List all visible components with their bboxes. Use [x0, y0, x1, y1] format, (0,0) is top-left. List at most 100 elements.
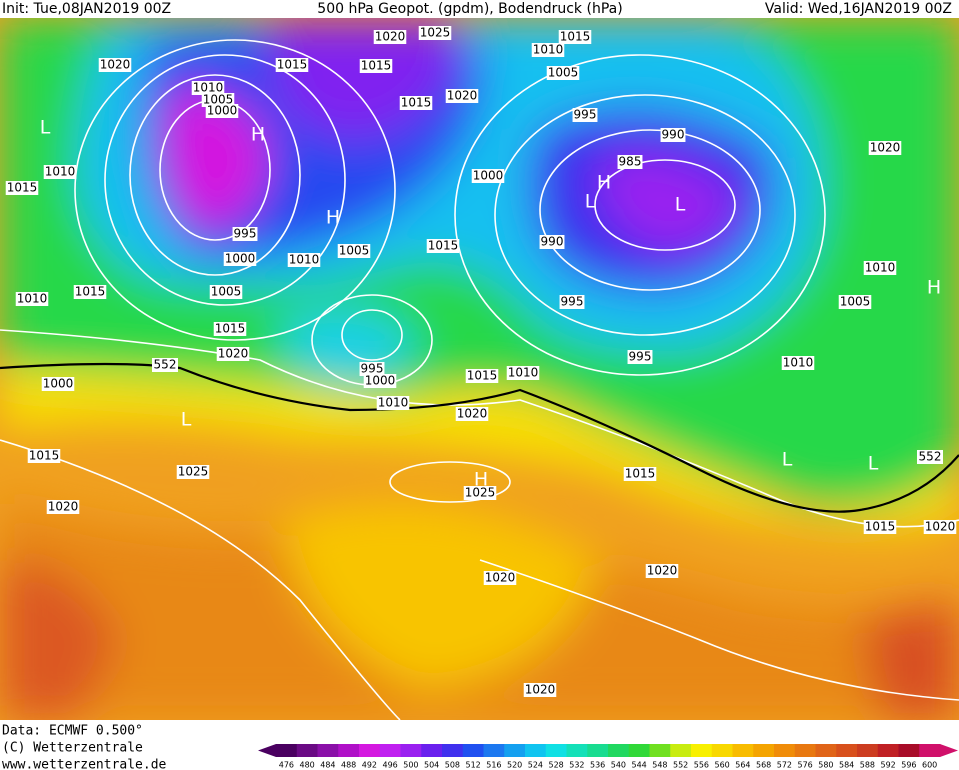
colorbar-label: 488	[341, 761, 356, 770]
colorbar-swatch	[794, 744, 816, 757]
colorbar-swatch	[525, 744, 547, 757]
colorbar: 476 480 484 488 492 496 500 504 508 512 516 520 524 5…	[258, 744, 958, 770]
isobar-label: 1020	[485, 571, 516, 585]
colorbar-label: 568	[756, 761, 771, 770]
isobar-label: 1020	[525, 683, 556, 697]
isobar-label-bg	[463, 486, 497, 500]
colorbar-swatch	[504, 744, 526, 757]
isobar-label-bg	[781, 356, 815, 370]
isobar-label-bg	[5, 181, 39, 195]
colorbar-label: 588	[860, 761, 875, 770]
isobar-label-bg	[201, 93, 235, 107]
isobar-label: 1015	[625, 467, 656, 481]
isobar-label-bg	[287, 253, 321, 267]
pressure-center: L	[40, 117, 51, 139]
colorbar-label: 536	[590, 761, 605, 770]
isobar-label: 1005	[548, 66, 579, 80]
isobar-label-bg	[863, 520, 897, 534]
init-time: Init: Tue,08JAN2019 00Z	[2, 1, 171, 17]
isobar-label: 1020	[48, 500, 79, 514]
colorbar-label: 580	[818, 761, 833, 770]
isobar-label-bg	[418, 26, 452, 40]
isobar-label: 1010	[193, 81, 224, 95]
isobar-label-bg	[15, 292, 49, 306]
isobar-label-bg	[483, 571, 517, 585]
isobar-label-bg	[572, 108, 598, 122]
isobar-label-bg	[359, 362, 385, 376]
isobar-label: 1020	[647, 564, 678, 578]
isobar-label-bg	[27, 449, 61, 463]
isobar-label: 1010	[45, 165, 76, 179]
colorbar-end-right	[940, 744, 958, 757]
isobar-label: 1015	[215, 322, 246, 336]
colorbar-label: 512	[465, 761, 480, 770]
colorbar-swatch	[276, 744, 298, 757]
labels: 1020 1020 1025 1015 1015 1015 1020 1015 1010 1005…	[5, 26, 957, 697]
isobar-label-bg	[176, 465, 210, 479]
colorbar-swatch	[898, 744, 920, 757]
isobar-label-bg	[923, 520, 957, 534]
isobar-label-bg	[337, 244, 371, 258]
isobar-label: 1015	[75, 285, 106, 299]
colorbar-label: 476	[279, 761, 294, 770]
isobar-label-bg	[546, 66, 580, 80]
isobar-label-bg	[363, 374, 397, 388]
isobar-label-bg	[43, 165, 77, 179]
isobar-label: 1015	[865, 520, 896, 534]
isobar-label: 1000	[365, 374, 396, 388]
isobar-label-bg	[46, 500, 80, 514]
isobar-label: 1025	[420, 26, 451, 40]
isobar-label: 1025	[178, 465, 209, 479]
isobar-label-bg	[660, 128, 686, 142]
pressure-center: H	[326, 207, 340, 229]
isobar-label-bg	[73, 285, 107, 299]
colorbar-label: 500	[403, 761, 418, 770]
colorbar-swatch	[670, 744, 692, 757]
colorbar-label: 496	[382, 761, 397, 770]
colorbar-label: 552	[673, 761, 688, 770]
colorbar-label: 584	[839, 761, 854, 770]
colorbar-swatch	[296, 744, 318, 757]
colorbar-swatch	[545, 744, 567, 757]
isobar-label-bg	[445, 89, 479, 103]
isobar-label-bg	[216, 347, 250, 361]
colorbar-swatch	[587, 744, 609, 757]
data-source: Data: ECMWF 0.500°	[2, 724, 143, 739]
isobar-label-bg	[426, 239, 460, 253]
colorbar-swatch	[359, 744, 381, 757]
colorbar-label: 540	[611, 761, 626, 770]
geopotential-label-bg	[152, 358, 178, 372]
colorbar-swatch	[566, 744, 588, 757]
isobar-label-bg	[191, 81, 225, 95]
pressure-center: H	[927, 277, 941, 299]
isobar-label-bg	[455, 407, 489, 421]
colorbar-swatch	[732, 744, 754, 757]
colorbar-swatch	[753, 744, 775, 757]
isobar-label: 995	[361, 362, 384, 376]
isobar-label-bg	[471, 169, 505, 183]
colorbar-swatch	[442, 744, 464, 757]
pressure-center: H	[474, 469, 488, 491]
isobar-label-bg	[863, 261, 897, 275]
colorbar-swatch	[421, 744, 443, 757]
pressure-center: H	[597, 172, 611, 194]
isobar-label-bg	[558, 30, 592, 44]
isobar-label: 1020	[375, 30, 406, 44]
552-contour	[0, 362, 959, 513]
isobar-label-bg	[617, 155, 643, 169]
isobar-label-bg	[559, 295, 585, 309]
colorbar-swatch	[338, 744, 360, 757]
colorbar-label: 600	[922, 761, 937, 770]
colorbar-label: 596	[901, 761, 916, 770]
pressure-center: L	[868, 453, 879, 475]
isobar-label: 1010	[533, 43, 564, 57]
url: www.wetterzentrale.de	[2, 758, 167, 770]
colorbar-swatch	[483, 744, 505, 757]
isobar-label: 995	[561, 295, 584, 309]
pressure-center: L	[675, 194, 686, 216]
colorbar-label: 516	[486, 761, 501, 770]
isobar-label: 1005	[840, 295, 871, 309]
isobar-label: 1000	[43, 377, 74, 391]
